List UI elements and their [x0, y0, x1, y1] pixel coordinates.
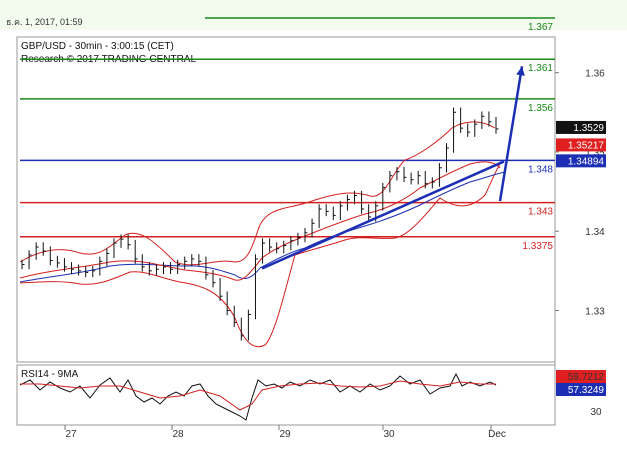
level-label-4: 1.343 [528, 207, 553, 218]
bollinger-lower-band [19, 163, 501, 348]
bollinger-upper-band [19, 121, 496, 266]
timestamp-bar: ธ.ค. 1, 2017, 01:59 [0, 0, 627, 30]
level-label-0: 1.367 [528, 22, 553, 33]
rsi-panel-frame [16, 364, 556, 426]
rsi-value-label-2: 57.3249 [568, 385, 605, 396]
rsi-line [19, 372, 497, 421]
y-tick-label-2: 1.34 [585, 227, 605, 238]
y-tick-label-1: 1.35 [585, 148, 605, 159]
y-tick-label-3: 1.33 [585, 306, 605, 317]
y-axis-ticks: 1.36 1.35 1.34 1.33 [555, 69, 605, 317]
y-tick-label-0: 1.36 [585, 69, 605, 80]
chart-timestamp: ธ.ค. 1, 2017, 01:59 [6, 17, 83, 27]
price-label-0: 1.3529 [573, 123, 604, 134]
rsi-label-bg-1 [556, 370, 606, 383]
moving-average-red [19, 161, 501, 281]
trendline-arrowhead [516, 66, 525, 76]
chart-title: GBP/USD - 30min - 3:00:15 (CET) [21, 41, 174, 52]
price-label-1: 1.35217 [568, 140, 605, 151]
rsi-value-label-1: 59.7212 [568, 372, 605, 383]
level-label-5: 1.3375 [522, 241, 553, 252]
level-label-3: 1.348 [528, 164, 553, 175]
trendlines [261, 66, 525, 270]
x-tick-label-0: 27 [65, 429, 77, 440]
price-label-2: 1.34894 [568, 156, 605, 167]
price-series [21, 107, 499, 341]
level-lines: 1.367 1.361 1.356 1.348 1.343 1.3375 [20, 17, 555, 252]
main-panel-frame [16, 36, 556, 363]
moving-average [19, 171, 506, 283]
rsi-value-labels: 59.7212 57.3249 [556, 370, 606, 396]
price-label-bg-2 [556, 154, 606, 168]
trendline-1 [498, 66, 524, 202]
x-tick-label-4: Dec [488, 429, 506, 440]
rsi-title: RSI14 - 9MA [21, 369, 79, 380]
price-label-bg-0 [556, 120, 606, 134]
rsi-label-bg-2 [556, 383, 606, 396]
rsi-tick-30: 30 [590, 407, 602, 418]
x-tick-label-3: 30 [383, 429, 395, 440]
x-tick-label-1: 28 [172, 429, 184, 440]
rsi-ma-line [20, 380, 496, 411]
bollinger-bands [19, 121, 506, 348]
trendline-0 [261, 160, 505, 270]
rsi-lines [19, 372, 497, 421]
price-labels: 1.3529 1.35217 1.34894 [556, 120, 606, 168]
price-label-bg-1 [556, 138, 606, 152]
level-label-2: 1.356 [528, 103, 553, 114]
x-axis-ticks: 27 28 29 30 Dec [64, 425, 506, 440]
x-tick-label-2: 29 [279, 429, 291, 440]
level-label-1: 1.361 [528, 63, 553, 74]
